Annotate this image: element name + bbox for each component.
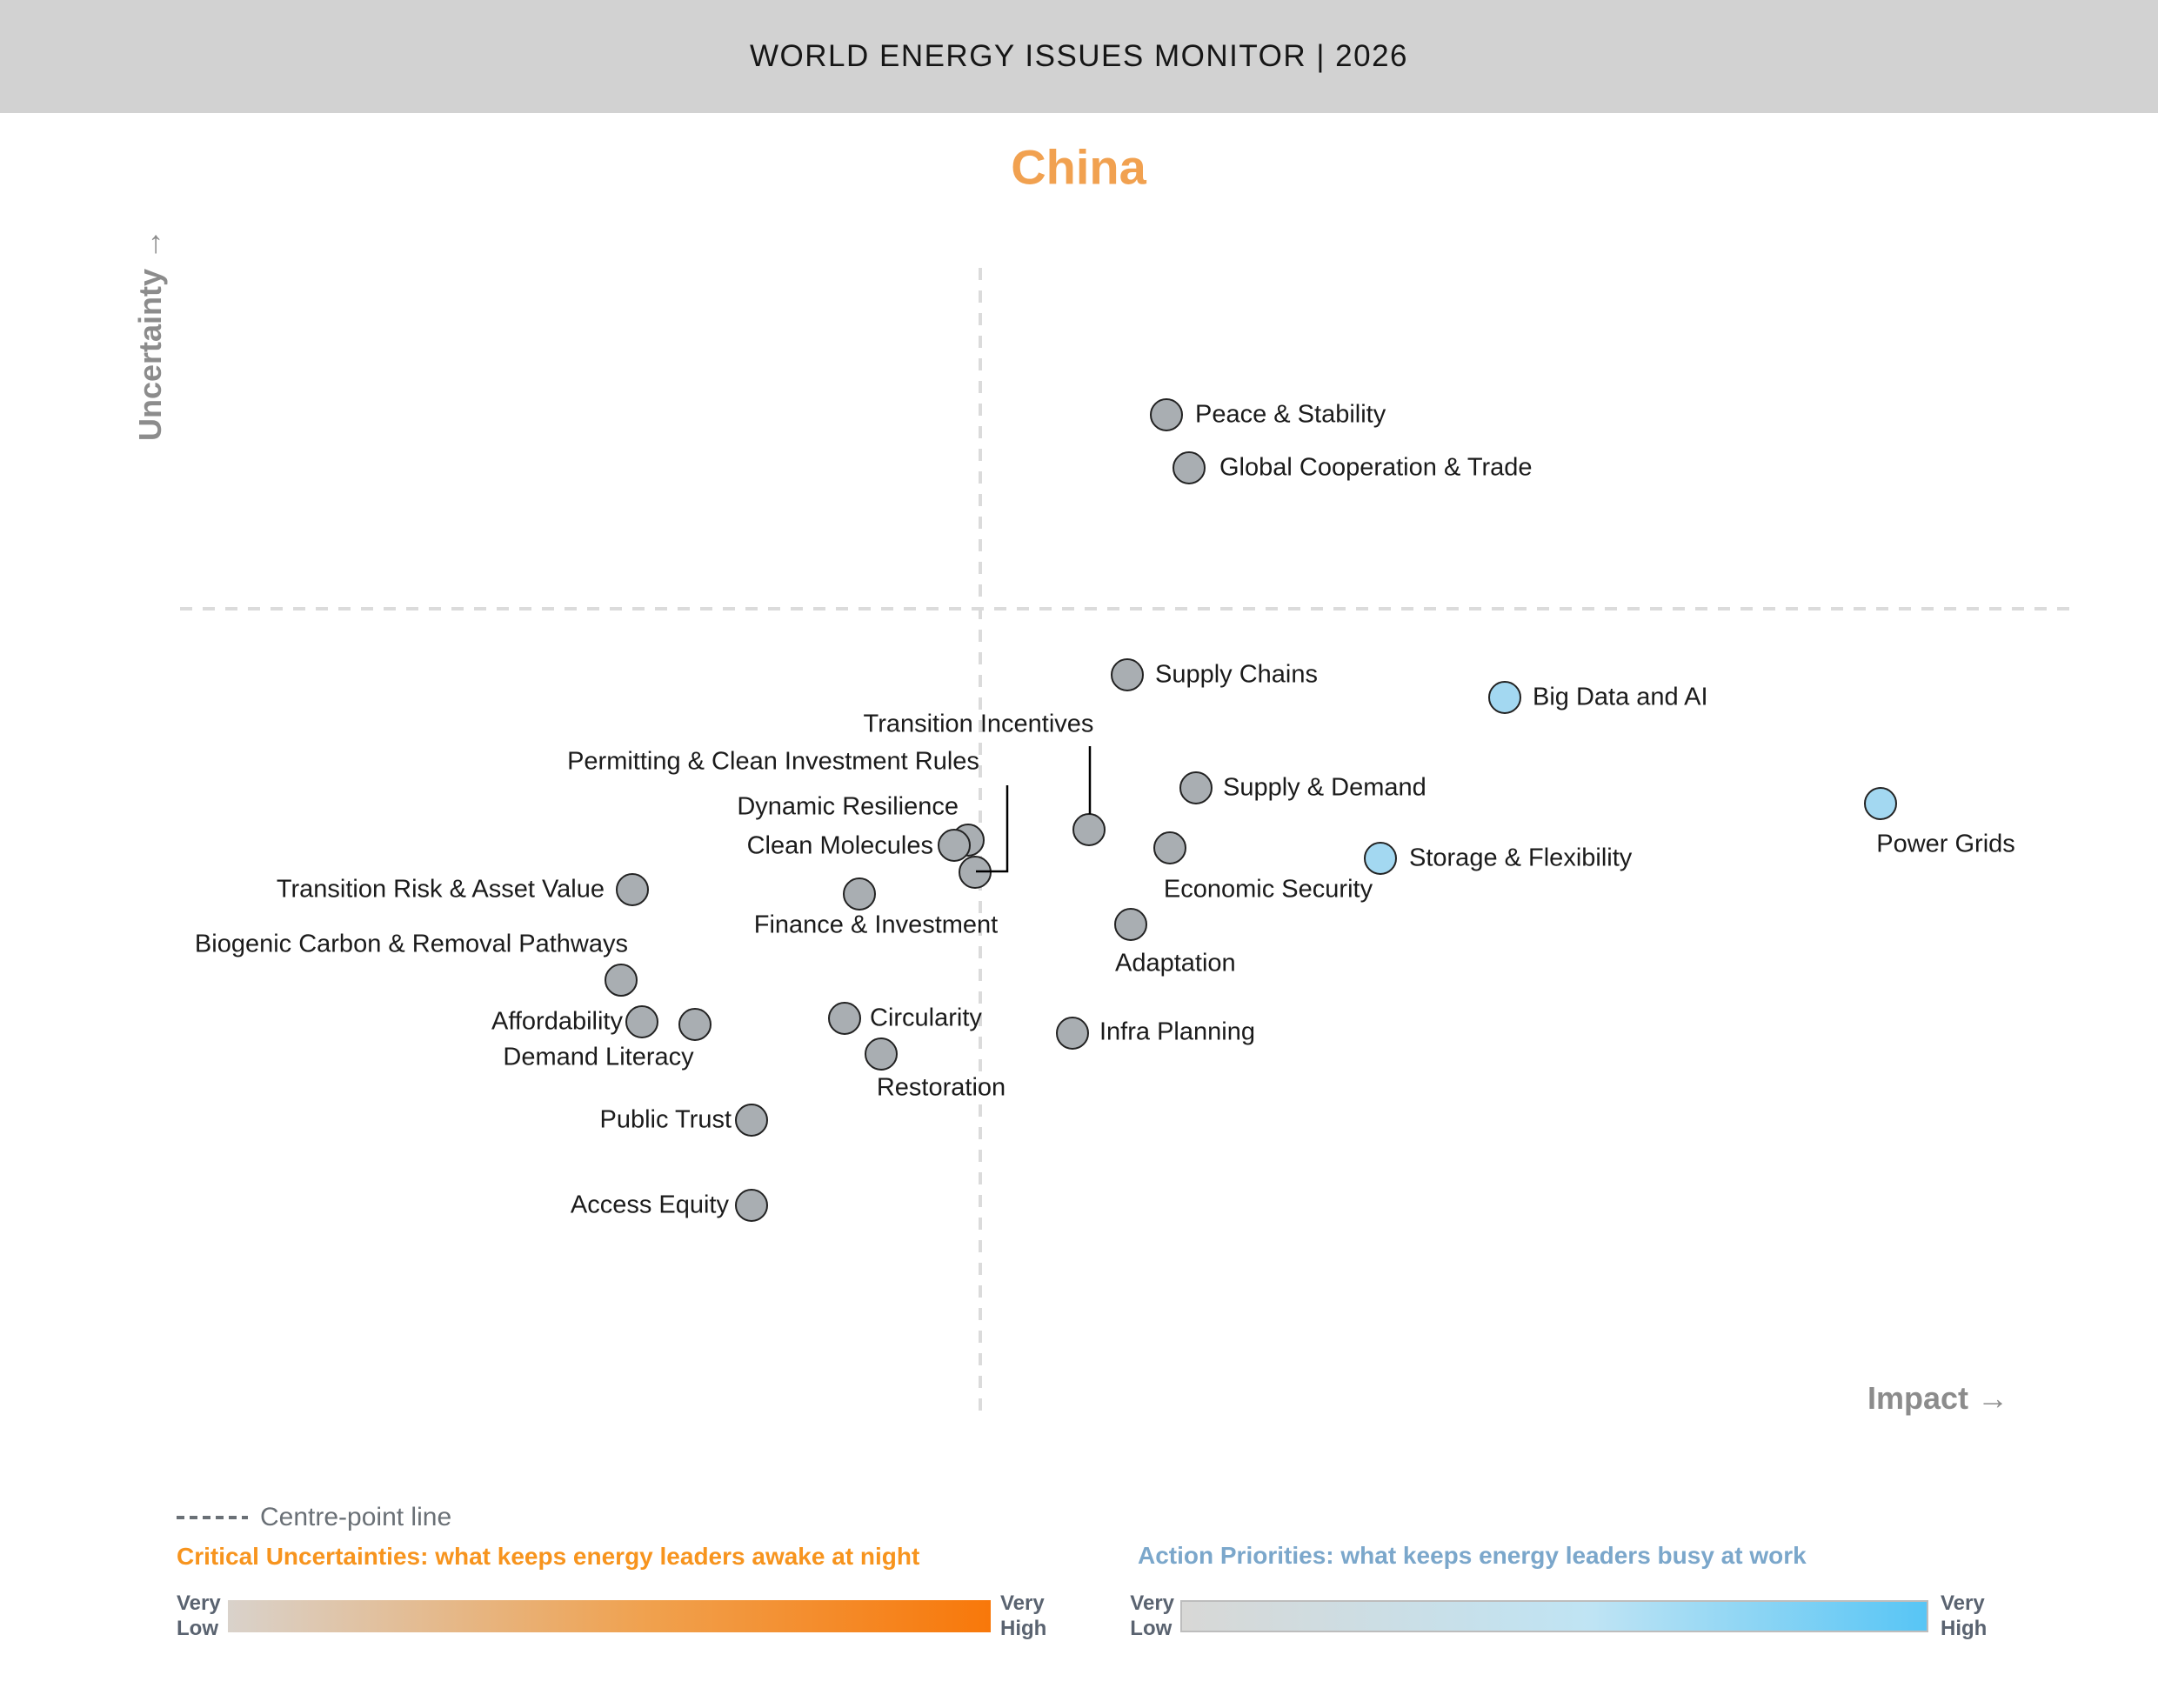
bubble-supply-chains[interactable]: [1111, 658, 1144, 691]
label-biogenic-carbon-removal-pathways: Biogenic Carbon & Removal Pathways: [194, 930, 628, 958]
label-transition-risk-asset-value: Transition Risk & Asset Value: [276, 875, 605, 904]
bubble-storage-flexibility[interactable]: [1364, 842, 1397, 875]
bubble-adaptation[interactable]: [1114, 908, 1147, 941]
x-axis-label-impact: Impact →: [1867, 1380, 2009, 1416]
action-priorities-gradient-bar: [1180, 1600, 1928, 1632]
label-global-cooperation-trade: Global Cooperation & Trade: [1219, 453, 1533, 482]
label-circularity: Circularity: [870, 1004, 982, 1032]
label-public-trust: Public Trust: [599, 1105, 732, 1134]
bubble-biogenic-carbon-removal-pathways[interactable]: [605, 964, 638, 997]
critical-uncertainties-legend-title: Critical Uncertainties: what keeps energ…: [177, 1543, 920, 1570]
bubble-restoration[interactable]: [865, 1037, 898, 1071]
bubble-public-trust[interactable]: [735, 1104, 768, 1137]
bubble-access-equity[interactable]: [735, 1189, 768, 1222]
label-dynamic-resilience: Dynamic Resilience: [737, 792, 959, 821]
critical-scale-very-low: Very Low: [177, 1591, 221, 1640]
action-scale-very-high: Very High: [1941, 1591, 1988, 1640]
bubble-power-grids[interactable]: [1864, 787, 1897, 820]
bubble-big-data-and-ai[interactable]: [1488, 681, 1521, 714]
label-restoration: Restoration: [876, 1073, 1006, 1102]
page-title: China: [1011, 139, 1146, 195]
bubble-finance-investment[interactable]: [843, 877, 876, 911]
label-economic-security: Economic Security: [1163, 875, 1373, 904]
action-scale-very-low: Very Low: [1130, 1591, 1174, 1640]
label-storage-flexibility: Storage & Flexibility: [1409, 844, 1633, 872]
bubble-permitting-clean-investment-rules[interactable]: [959, 856, 992, 889]
bubble-global-cooperation-trade[interactable]: [1173, 451, 1206, 484]
critical-uncertainties-gradient-bar: [228, 1600, 991, 1632]
bubble-clean-molecules[interactable]: [938, 829, 971, 862]
label-big-data-and-ai: Big Data and AI: [1533, 683, 1708, 711]
action-priorities-legend-title: Action Priorities: what keeps energy lea…: [1138, 1542, 1807, 1569]
label-access-equity: Access Equity: [570, 1191, 729, 1219]
label-adaptation: Adaptation: [1115, 949, 1236, 977]
label-affordability: Affordability: [491, 1007, 623, 1036]
label-demand-literacy: Demand Literacy: [503, 1043, 694, 1071]
label-finance-investment: Finance & Investment: [753, 911, 999, 939]
label-supply-chains: Supply Chains: [1155, 660, 1318, 689]
bubble-affordability[interactable]: [625, 1005, 658, 1038]
label-power-grids: Power Grids: [1876, 830, 2015, 858]
bubble-economic-security[interactable]: [1153, 831, 1186, 864]
label-infra-planning: Infra Planning: [1099, 1017, 1255, 1046]
y-axis-label-uncertainty: Uncertainty →: [132, 228, 168, 442]
centre-point-legend: Centre-point line: [177, 1503, 451, 1532]
centre-point-legend-label: Centre-point line: [260, 1503, 452, 1531]
bubble-transition-risk-asset-value[interactable]: [616, 873, 649, 906]
centre-point-dash-icon: [177, 1516, 248, 1519]
bubble-transition-incentives[interactable]: [1072, 813, 1106, 846]
label-transition-incentives: Transition Incentives: [863, 710, 1094, 738]
label-permitting-clean-investment-rules: Permitting & Clean Investment Rules: [567, 747, 979, 776]
bubble-infra-planning[interactable]: [1056, 1017, 1089, 1050]
label-supply-demand: Supply & Demand: [1223, 773, 1426, 802]
label-clean-molecules: Clean Molecules: [746, 831, 933, 860]
header-title: WORLD ENERGY ISSUES MONITOR | 2026: [749, 39, 1409, 73]
bubble-peace-stability[interactable]: [1150, 398, 1183, 431]
critical-scale-very-high: Very High: [1000, 1591, 1047, 1640]
bubble-demand-literacy[interactable]: [678, 1008, 712, 1041]
label-peace-stability: Peace & Stability: [1195, 400, 1386, 429]
bubble-circularity[interactable]: [828, 1002, 861, 1035]
header-bar: [0, 0, 2158, 113]
bubble-supply-demand[interactable]: [1179, 771, 1213, 804]
